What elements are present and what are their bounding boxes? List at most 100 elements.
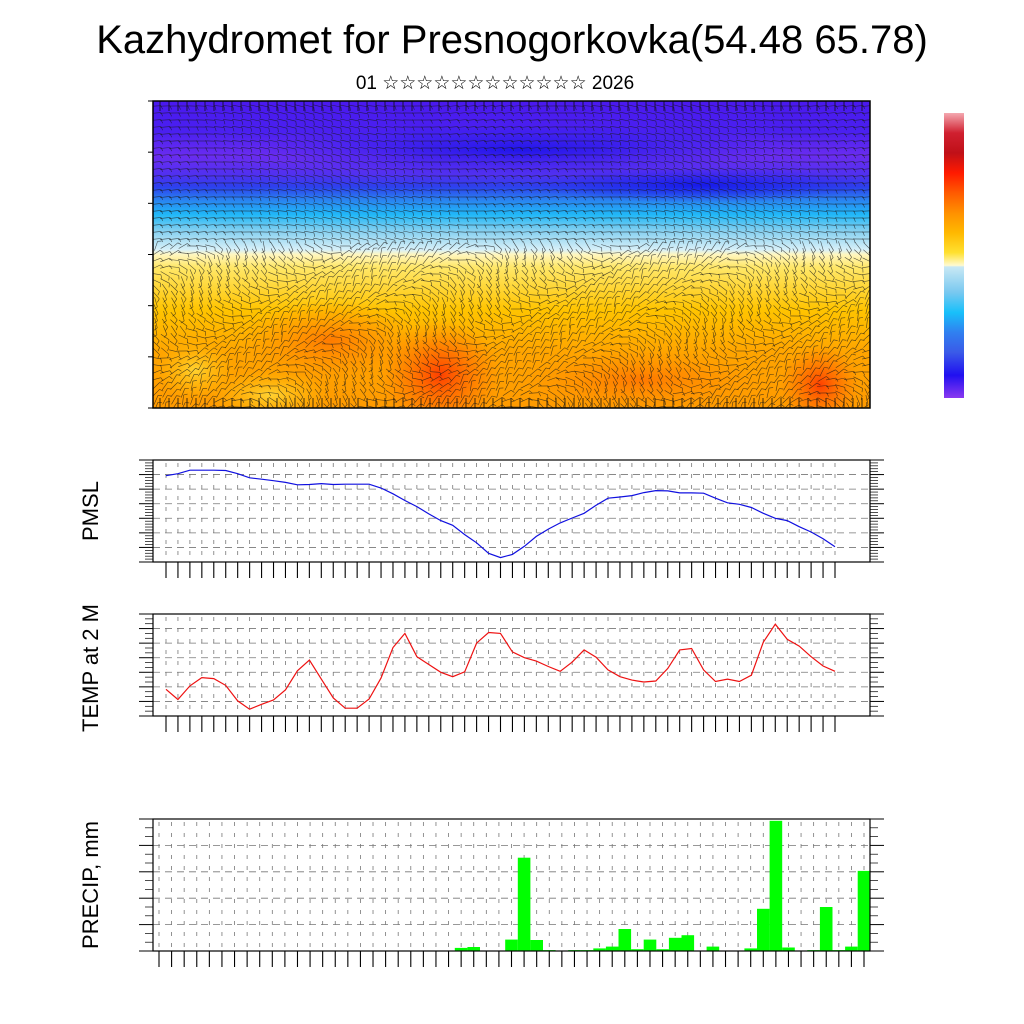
wind-barb-shaft: [636, 217, 648, 219]
wind-barb-shaft: [655, 174, 665, 178]
wind-barb-flag: [268, 141, 270, 146]
wind-barb-flag: [637, 231, 640, 236]
wind-barb-flag: [601, 162, 604, 166]
wind-barb-shaft: [501, 112, 513, 114]
wind-barb-shaft: [528, 119, 540, 121]
wind-barb-shaft: [259, 125, 269, 129]
wind-barb-flag: [241, 141, 244, 146]
wind-barb-flag: [772, 162, 775, 167]
wind-barb-flag: [466, 105, 470, 110]
wind-barb-flag: [421, 119, 424, 124]
wind-barb-flag: [790, 183, 793, 188]
wind-barb-flag: [754, 155, 756, 160]
wind-barb-flag: [736, 212, 738, 217]
wind-barb-flag: [232, 148, 235, 153]
wind-barb-shaft: [654, 217, 666, 219]
wind-barb-flag: [637, 190, 640, 195]
wind-barb-shaft: [546, 196, 558, 198]
wind-barb-shaft: [618, 175, 630, 177]
wind-barb-shaft: [358, 146, 368, 150]
wind-barb-flag: [196, 231, 200, 236]
wind-barb-shaft: [483, 119, 495, 121]
wind-barb-shaft: [259, 168, 269, 170]
wind-barb-shaft: [258, 175, 270, 177]
wind-barb-flag: [475, 225, 478, 229]
wind-barb-shaft: [213, 217, 225, 219]
wind-barb-flag: [331, 219, 333, 224]
wind-barb-flag: [691, 218, 693, 223]
wind-barb-flag: [781, 183, 783, 188]
wind-barb-shaft: [609, 161, 621, 163]
wind-barb-shaft: [754, 181, 764, 185]
wind-barb-shaft: [691, 132, 701, 136]
wind-barb-flag: [655, 218, 658, 223]
wind-barb-flag: [853, 217, 856, 222]
wind-barb-shaft: [727, 223, 737, 227]
wind-barb-shaft: [582, 105, 594, 107]
wind-barb-shaft: [537, 224, 549, 226]
wind-barb-shaft: [799, 217, 809, 219]
wind-barb-shaft: [483, 154, 495, 156]
wind-barb-flag: [835, 218, 838, 223]
wind-barb-flag: [214, 182, 217, 187]
wind-barb-flag: [340, 233, 342, 238]
wind-barb-shaft: [349, 202, 359, 206]
wind-barb-shaft: [691, 223, 701, 227]
wind-barb-flag: [655, 155, 657, 160]
wind-barb-shaft: [772, 181, 782, 185]
wind-barb-flag: [241, 224, 244, 229]
wind-barb-shaft: [376, 174, 386, 178]
wind-barb-flag: [619, 169, 622, 174]
wind-barb-flag: [367, 141, 369, 146]
wind-barb-shaft: [159, 119, 171, 121]
wind-barb-flag: [322, 170, 324, 175]
wind-barb-shaft: [412, 230, 422, 234]
wind-barb-shaft: [718, 195, 728, 199]
wind-barb-flag: [214, 141, 217, 145]
wind-barb-shaft: [394, 216, 404, 220]
wind-barb-shaft: [501, 133, 513, 135]
wind-barb-flag: [872, 280, 874, 283]
wind-barb-shaft: [501, 168, 513, 170]
wind-barb-flag: [574, 113, 577, 117]
wind-barb-flag: [835, 197, 838, 201]
wind-barb-flag: [754, 113, 757, 118]
wind-barb-flag: [394, 205, 396, 210]
wind-barb-shaft: [772, 223, 782, 227]
wind-barb-shaft: [322, 174, 332, 178]
wind-barb-shaft: [153, 154, 162, 156]
wind-barb-shaft: [358, 209, 368, 213]
wind-barb-flag: [268, 190, 271, 195]
wind-barb-shaft: [673, 202, 683, 206]
wind-barb-shaft: [763, 202, 773, 206]
wind-barb-shaft: [456, 119, 468, 121]
wind-barb-flag: [349, 149, 351, 154]
wind-barb-shaft: [519, 140, 531, 142]
wind-barb-flag: [736, 106, 738, 111]
wind-barb-flag: [367, 170, 369, 175]
wind-barb-shaft: [367, 188, 377, 192]
wind-barb-shaft: [519, 224, 531, 226]
wind-barb-flag: [826, 168, 829, 173]
wind-barb-flag: [619, 120, 622, 125]
wind-barb-shaft: [727, 188, 737, 192]
wind-barb-flag: [628, 204, 631, 208]
wind-barb-shaft: [798, 196, 810, 198]
wind-barb-flag: [268, 225, 271, 230]
wind-barb-shaft: [402, 175, 414, 177]
wind-barb-shaft: [555, 182, 567, 184]
wind-barb-flag: [799, 211, 801, 216]
wind-barb-flag: [430, 225, 432, 230]
wind-barb-shaft: [700, 195, 710, 199]
wind-barb-shaft: [600, 161, 612, 163]
wind-barb-flag: [304, 170, 306, 175]
wind-barb-shaft: [438, 210, 450, 212]
wind-barb-flag: [754, 198, 756, 203]
wind-barb-flag: [691, 142, 693, 147]
wind-barb-shaft: [249, 203, 261, 205]
wind-barb-shaft: [555, 147, 567, 149]
wind-barb-shaft: [177, 189, 189, 191]
wind-barb-flag: [232, 134, 235, 139]
wind-barb-shaft: [709, 146, 719, 150]
wind-barb-shaft: [276, 231, 288, 233]
